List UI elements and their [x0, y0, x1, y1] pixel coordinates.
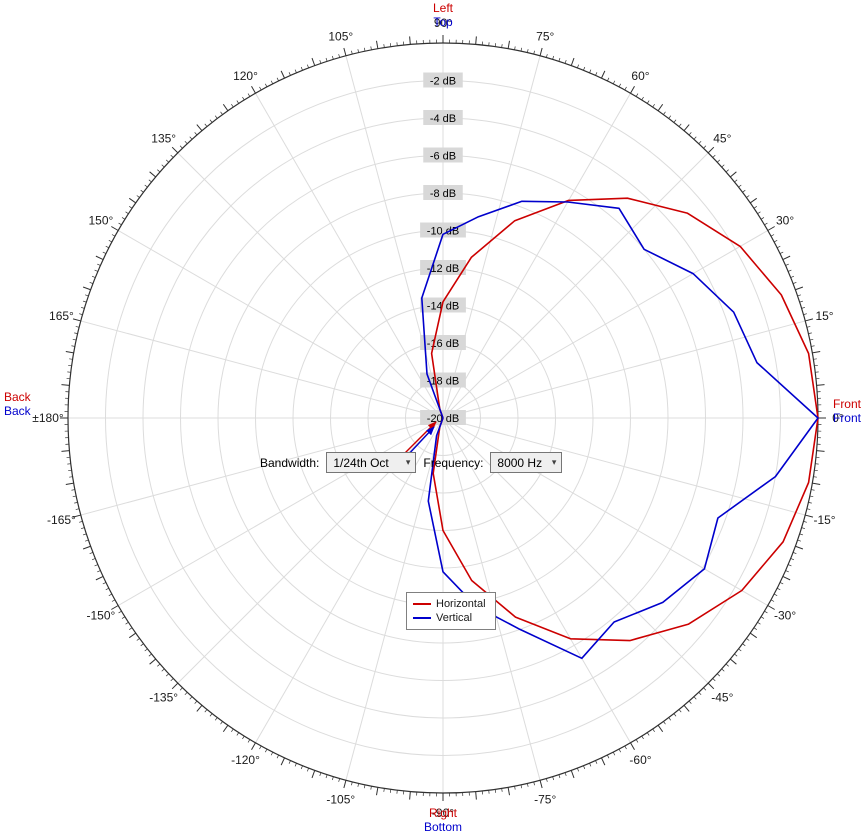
angle-label: -15° [813, 513, 835, 527]
angle-label: -105° [326, 793, 355, 807]
db-label: -12 dB [427, 263, 459, 275]
db-label: -4 dB [430, 113, 456, 125]
db-label-bg [423, 185, 463, 200]
direction-label-left: Back Back [4, 390, 31, 418]
angle-label: 0° [832, 411, 844, 425]
bandwidth-select[interactable]: 1/24th Oct ▾ [326, 452, 417, 473]
db-ring-labels: -2 dB -4 dB -6 dB -8 dB -10 dB -12 dB -14 dB -1… [420, 72, 466, 425]
db-label-bg [420, 260, 466, 275]
angle-label: 120° [233, 69, 258, 83]
legend-item-vertical: Vertical [413, 611, 486, 625]
db-label: -14 dB [427, 301, 459, 313]
chevron-down-icon: ▾ [551, 457, 557, 467]
angle-label: 75° [536, 29, 554, 43]
legend: Horizontal Vertical [406, 592, 496, 630]
frequency-label: Frequency: [423, 455, 484, 470]
angle-label: 90° [434, 16, 452, 30]
curve-horizontal [430, 197, 819, 642]
db-label-bg [423, 72, 463, 88]
angle-labels: 90° 75° 60° 45° 30° 15° 0° -15° -30° -45° -60° -75°… [32, 16, 844, 820]
legend-swatch-horizontal [413, 603, 431, 605]
angle-label: -135° [149, 690, 178, 704]
frequency-select[interactable]: 8000 Hz ▾ [490, 452, 563, 473]
db-label: -16 dB [427, 338, 459, 350]
angle-label: -30° [774, 609, 796, 623]
angle-label: -60° [629, 753, 651, 767]
direction-left-blue: Back [4, 404, 31, 418]
db-label-bg [420, 222, 466, 238]
legend-label-horizontal: Horizontal [436, 598, 486, 610]
db-label-bg [423, 110, 463, 125]
curve-vertical [421, 200, 819, 660]
angle-label: 15° [815, 309, 833, 323]
direction-top-blue: Top [433, 15, 453, 29]
legend-swatch-vertical [413, 617, 431, 619]
db-label-bg [420, 372, 466, 388]
direction-right-red: Front [832, 397, 861, 411]
direction-top-red: Left [432, 1, 454, 15]
db-label: -6 dB [430, 151, 456, 163]
angle-label: 105° [328, 29, 353, 43]
chevron-down-icon: ▾ [405, 457, 411, 467]
legend-item-horizontal: Horizontal [413, 597, 486, 611]
plot-controls: Bandwidth: 1/24th Oct ▾ Frequency: 8000 … [260, 452, 563, 473]
db-label-bg [423, 147, 463, 163]
db-label: -2 dB [430, 76, 456, 88]
direction-left-red: Back [4, 390, 31, 404]
angle-label: -90° [432, 806, 454, 820]
direction-bottom-blue: Bottom [423, 820, 463, 834]
angle-label: 165° [49, 309, 74, 323]
direction-right-blue: Front [832, 411, 861, 425]
angle-label: 45° [713, 132, 731, 146]
frequency-value: 8000 Hz [497, 455, 543, 470]
direction-label-top: Left Top [433, 1, 453, 29]
direction-label-right: Front Front [833, 397, 861, 425]
legend-label-vertical: Vertical [436, 612, 473, 624]
angle-label: 150° [89, 214, 114, 228]
angle-label: 30° [776, 214, 794, 228]
angle-label: 135° [151, 132, 176, 146]
angle-label: -120° [231, 753, 260, 767]
direction-label-bottom: Right Bottom [424, 806, 462, 834]
angle-label: ±180° [32, 411, 64, 425]
angle-label: -165° [47, 513, 76, 527]
bandwidth-label: Bandwidth: [260, 455, 320, 470]
angle-label: -150° [87, 609, 116, 623]
direction-bottom-red: Right [428, 806, 458, 820]
angle-label: -45° [711, 690, 733, 704]
angle-label: -75° [534, 793, 556, 807]
db-label: -10 dB [427, 226, 459, 238]
angle-label: 60° [631, 69, 649, 83]
angle-ticks [60, 35, 826, 801]
bandwidth-value: 1/24th Oct [333, 455, 389, 470]
db-label-bg [420, 335, 466, 350]
db-label: -8 dB [430, 188, 456, 200]
